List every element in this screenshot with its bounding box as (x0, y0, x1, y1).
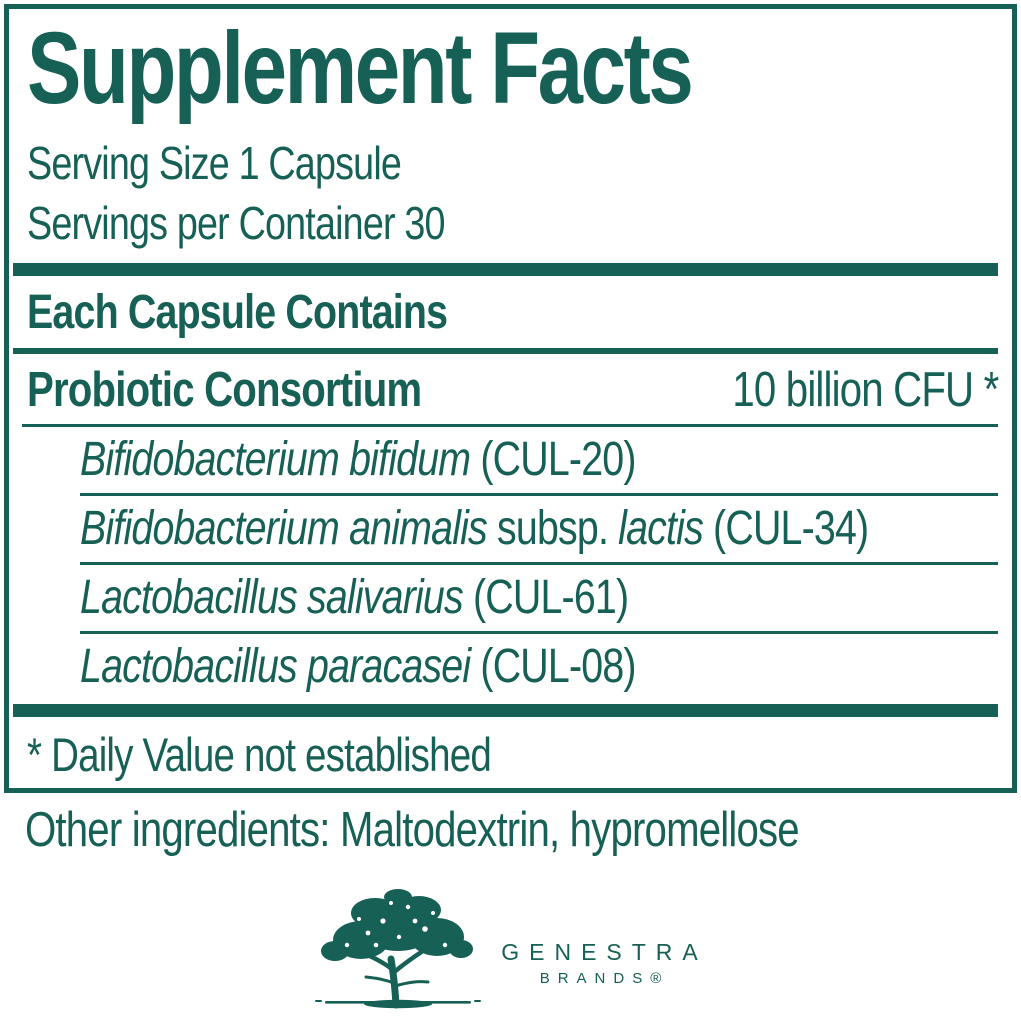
divider-thin (80, 492, 998, 496)
section-header: Each Capsule Contains (27, 285, 448, 339)
divider-thick-top (13, 262, 998, 276)
strain-code: (CUL-08) (470, 639, 636, 693)
serving-size-text: Serving Size 1 Capsule (27, 136, 402, 189)
species-name: Bifidobacterium animalis (80, 501, 488, 555)
strain-code: (CUL-61) (462, 570, 629, 624)
divider-thin (80, 630, 998, 634)
servings-per-container-text: Servings per Container 30 (27, 196, 446, 249)
divider-thin (22, 423, 998, 427)
divider-medium (13, 347, 998, 354)
subspecies-name: lactis (618, 501, 704, 555)
brand-division-text: BRANDS® (539, 970, 670, 987)
brand-logo: GENESTRA BRANDS® (0, 885, 1021, 1015)
species-name: Bifidobacterium bifidum (80, 432, 471, 486)
strain-code: (CUL-20) (470, 432, 636, 486)
serving-info: Serving Size 1 Capsule Servings per Cont… (13, 133, 998, 253)
supplement-facts-panel: Supplement Facts Serving Size 1 Capsule … (4, 4, 1017, 793)
ingredient-name: Probiotic Consortium (27, 362, 422, 417)
species-row: Bifidobacterium animalis subsp. lactis (… (80, 496, 998, 562)
ingredient-amount: 10 billion CFU * (731, 362, 999, 417)
brand-name-text: GENESTRA (501, 939, 708, 965)
species-row: Lactobacillus paracasei (CUL-08) (80, 634, 998, 700)
daily-value-footnote: * Daily Value not established (27, 727, 492, 781)
other-ingredients-text: Other ingredients: Maltodextrin, hyprome… (25, 803, 800, 857)
species-row: Bifidobacterium bifidum (CUL-20) (80, 427, 998, 493)
species-name: Lactobacillus salivarius (80, 570, 464, 624)
species-row: Lactobacillus salivarius (CUL-61) (80, 565, 998, 631)
species-name: Lactobacillus paracasei (80, 639, 471, 693)
strain-code: (CUL-34) (702, 501, 869, 555)
tree-logo-icon (315, 889, 482, 1009)
panel-title: Supplement Facts (27, 11, 694, 125)
brand-wordmark: GENESTRA BRANDS® (501, 940, 708, 987)
subspecies-label: subsp. (486, 501, 619, 555)
divider-thin (80, 561, 998, 565)
divider-thick-bottom (13, 703, 998, 717)
ingredient-row: Probiotic Consortium 10 billion CFU * (27, 360, 999, 420)
